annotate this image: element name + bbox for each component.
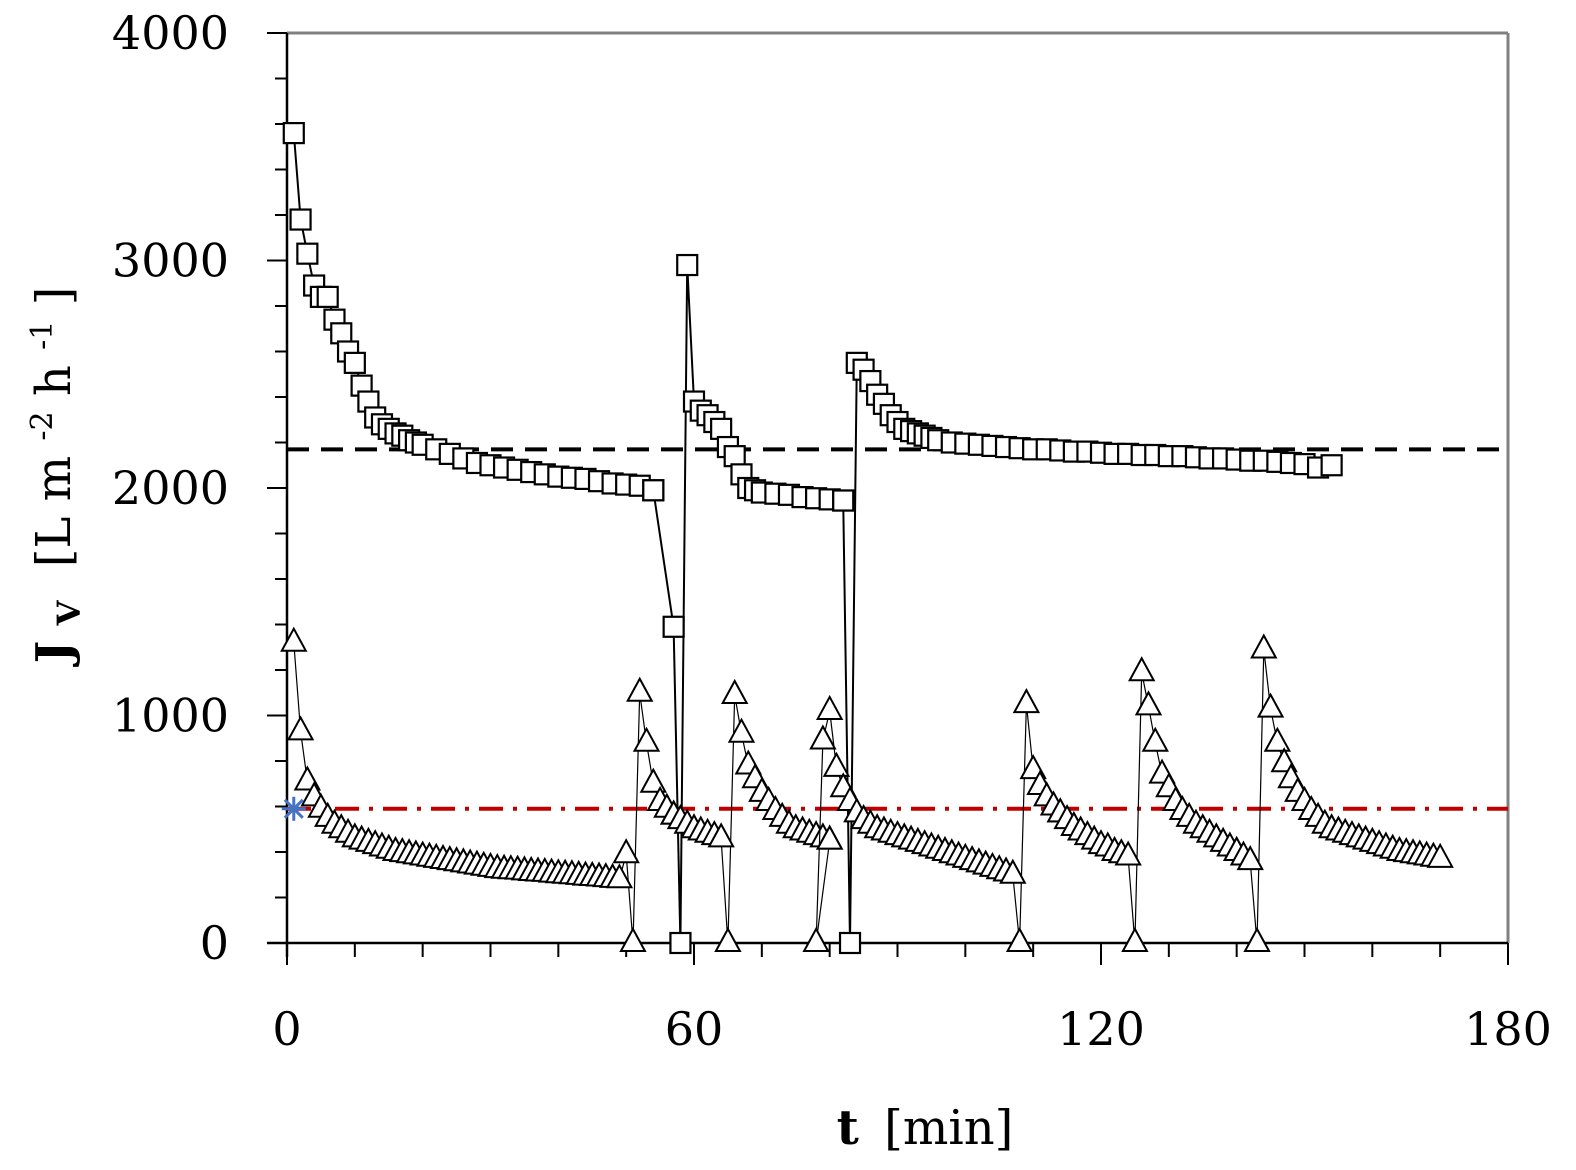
triangle-point	[626, 676, 654, 702]
square-point	[330, 322, 353, 345]
x-axis-symbol: t	[837, 1100, 859, 1156]
x-axis-title: t [min]	[837, 1100, 1014, 1156]
tick-labels: 0 1000 2000 3000 4000 0 60 120 180	[112, 6, 1552, 1056]
square-point	[832, 489, 855, 512]
triangle-point	[1005, 926, 1034, 952]
triangle-point	[1263, 726, 1292, 752]
y-axis-unit-open: [L m	[26, 456, 82, 567]
square-point	[282, 121, 305, 145]
triangle-point	[721, 678, 749, 705]
y-tick-label: 0	[200, 916, 229, 970]
triangle-point	[639, 767, 667, 793]
square-point	[316, 285, 339, 308]
squares-series	[282, 121, 1343, 955]
y-tick-label: 4000	[112, 6, 229, 60]
x-tick-label: 60	[665, 1002, 724, 1056]
triangle-point	[999, 858, 1027, 884]
x-tick-label: 180	[1464, 1002, 1552, 1056]
star-marker	[281, 796, 306, 821]
triangle-point	[802, 926, 830, 952]
y-tick-label: 2000	[112, 461, 229, 515]
square-point	[296, 242, 319, 265]
triangle-point	[1134, 690, 1163, 716]
square-point	[662, 615, 685, 638]
triangles-line	[293, 642, 675, 944]
x-tick-label: 120	[1057, 1002, 1145, 1056]
square-point	[669, 931, 692, 955]
triangle-point	[632, 726, 661, 752]
square-point	[723, 445, 746, 468]
triangle-point	[815, 824, 844, 850]
triangle-point	[612, 838, 640, 864]
square-point	[838, 931, 862, 955]
triangle-point	[1243, 926, 1271, 952]
y-tick-label: 1000	[112, 689, 229, 743]
triangle-point	[707, 822, 735, 848]
y-axis-unit-mid: h	[26, 365, 82, 396]
triangle-point	[286, 715, 315, 741]
reference-lines	[287, 447, 1508, 811]
triangle-point	[1256, 692, 1285, 718]
triangle-point	[1141, 726, 1169, 752]
squares-line	[292, 133, 654, 492]
square-point	[1320, 454, 1343, 477]
y-axis-unit-close: ]	[26, 287, 82, 306]
triangle-point	[1426, 842, 1454, 868]
x-tick-label: 0	[272, 1002, 301, 1056]
triangles-line	[1236, 649, 1441, 944]
y-tick-label: 3000	[112, 234, 229, 288]
triangle-point	[1236, 845, 1264, 871]
series-layer	[280, 121, 1454, 955]
triangle-point	[727, 717, 756, 743]
square-point	[343, 351, 366, 374]
triangle-point	[809, 724, 837, 750]
y-axis-exp2: -1	[25, 321, 60, 350]
triangle-point	[1121, 926, 1149, 952]
y-axis-exp1: -2	[25, 411, 60, 440]
star-stroke	[283, 798, 304, 819]
triangle-point	[1012, 688, 1041, 714]
triangle-point	[1128, 656, 1156, 682]
triangle-point	[714, 926, 742, 952]
triangles-series	[280, 626, 1454, 952]
triangle-point	[822, 751, 851, 777]
square-point	[289, 208, 312, 231]
y-axis-symbol: J	[26, 641, 82, 668]
square-point	[676, 253, 699, 277]
triangle-point	[619, 926, 647, 952]
square-point	[710, 417, 733, 440]
x-axis-unit: [min]	[884, 1100, 1013, 1156]
y-axis-subscript: V	[50, 599, 88, 626]
triangle-point	[815, 694, 844, 720]
triangle-point	[1250, 633, 1278, 659]
triangle-point	[280, 626, 308, 652]
triangle-point	[1114, 840, 1142, 866]
square-point	[642, 479, 665, 502]
y-axis-title: J V [L m -2 h -1 ]	[8, 287, 92, 668]
triangle-point	[605, 863, 634, 889]
